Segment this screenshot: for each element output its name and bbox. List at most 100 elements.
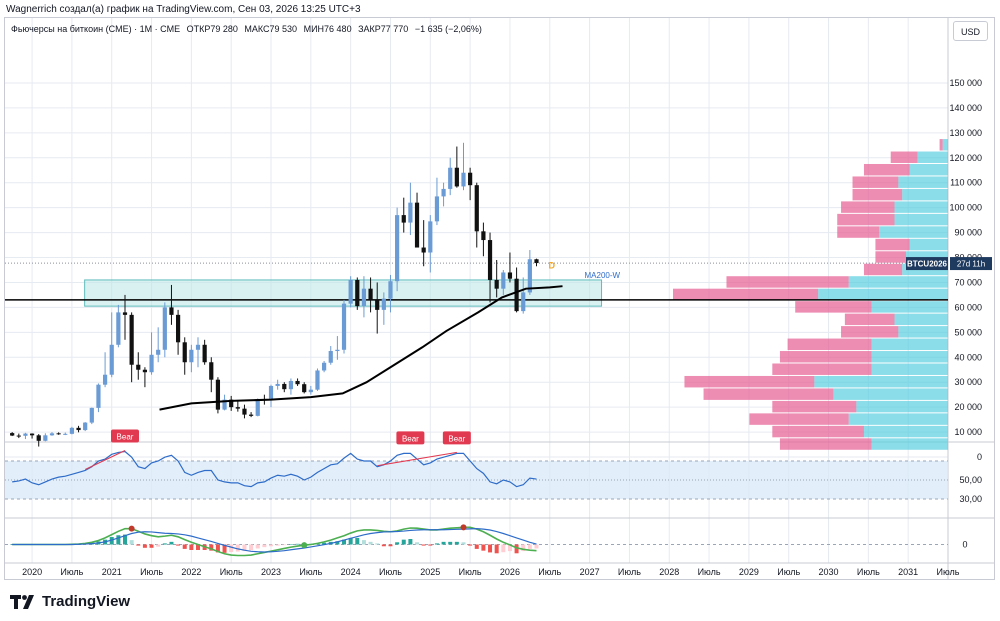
candle-body xyxy=(468,172,473,186)
volume-profile-bar-up xyxy=(894,201,948,213)
candle-body xyxy=(175,314,181,343)
macd-histogram-bar xyxy=(375,543,380,545)
macd-histogram-bar xyxy=(454,541,459,545)
bear-badge xyxy=(396,431,425,445)
candle-body xyxy=(49,433,55,436)
rsi-divergence-line xyxy=(377,451,457,467)
candle-body xyxy=(142,369,148,373)
candle-body xyxy=(361,288,367,307)
volume-profile-bar-down xyxy=(772,363,872,375)
candle-body xyxy=(29,433,35,436)
volume-profile-bar-down xyxy=(890,151,918,163)
candle-body xyxy=(36,435,41,441)
candle-body xyxy=(156,349,161,355)
candle-body xyxy=(275,383,280,386)
volume-profile-bar-up xyxy=(917,151,948,163)
macd-histogram-bar xyxy=(395,542,400,545)
macd-histogram-bar xyxy=(361,540,366,545)
time-axis-label: Июль xyxy=(538,567,561,577)
macd-histogram-bar xyxy=(196,544,201,550)
time-axis-label: 2030 xyxy=(819,567,839,577)
price-tick-label: 0 xyxy=(977,452,982,462)
macd-histogram-bar xyxy=(288,544,293,545)
candle-body xyxy=(474,185,479,232)
time-axis-label: Июль xyxy=(140,567,163,577)
macd-histogram-bar xyxy=(269,544,274,547)
volume-profile-bar-up xyxy=(898,326,948,338)
macd-histogram-bar xyxy=(501,544,506,553)
price-tag-countdown: 27d 11h xyxy=(957,260,985,269)
chart-frame[interactable]: MA200-W D 150 000 140 000 130 000 120 000 110 … xyxy=(4,17,995,580)
candle-body xyxy=(288,380,294,390)
tradingview-logo: TradingView xyxy=(10,593,130,610)
volume-profile-bar-up xyxy=(814,375,948,388)
price-tag-symbol-box xyxy=(906,257,948,271)
candle-body xyxy=(162,307,167,350)
attribution-text: Wagnerrich создал(а) график на TradingVi… xyxy=(6,4,361,15)
volume-profile-bar-down xyxy=(841,326,899,338)
macd-cross-dot xyxy=(460,524,467,531)
volume-profile-bar-down xyxy=(863,263,903,276)
volume-profile-bar-down xyxy=(852,188,903,201)
candle-body xyxy=(461,172,466,187)
macd-histogram-bar xyxy=(481,544,486,551)
macd-histogram-bar xyxy=(474,544,479,549)
time-axis-label: Июль xyxy=(299,567,322,577)
rsi-tick-label: 50,00 xyxy=(959,475,982,485)
macd-histogram-bar xyxy=(235,544,240,552)
candle-body xyxy=(149,354,154,373)
macd-histogram-bar xyxy=(169,541,174,545)
time-axis-label: Июль xyxy=(777,567,800,577)
time-axis-label: Июль xyxy=(459,567,482,577)
macd-histogram-bar xyxy=(441,541,446,545)
candle-body xyxy=(527,259,532,293)
candle-body xyxy=(434,196,440,222)
legend-change: −1 635 (−2,06%) xyxy=(414,24,482,34)
price-tick-label: 140 000 xyxy=(949,103,982,113)
price-tick-label: 50 000 xyxy=(954,327,982,337)
candle-body xyxy=(215,379,221,410)
macd-histogram-bar xyxy=(156,544,161,547)
volume-profile-bar-up xyxy=(856,400,948,413)
volume-profile-bar-up xyxy=(879,226,948,238)
price-tick-label: 40 000 xyxy=(954,352,982,362)
macd-histogram-bar xyxy=(322,542,327,545)
currency-button[interactable]: USD xyxy=(953,21,988,41)
candle-body xyxy=(229,399,234,408)
candle-body xyxy=(209,362,214,380)
macd-histogram-bar xyxy=(136,544,141,546)
candle-body xyxy=(341,303,347,350)
volume-profile-bar-down xyxy=(779,351,872,363)
candle-body xyxy=(23,433,28,436)
volume-profile-bar-up xyxy=(833,388,948,400)
candle-body xyxy=(441,188,446,197)
candle-body xyxy=(534,259,539,264)
candle-body xyxy=(494,279,499,289)
macd-histogram-bar xyxy=(381,544,386,547)
volume-profile-bar-up xyxy=(898,176,948,188)
candle-body xyxy=(109,344,114,375)
volume-profile-bar-down xyxy=(749,413,849,425)
time-axis-label: 2020 xyxy=(22,567,42,577)
candle-body xyxy=(501,272,506,289)
bear-badge xyxy=(442,431,471,445)
candle-body xyxy=(408,202,413,223)
candle-body xyxy=(268,385,274,400)
candle-body xyxy=(295,380,300,385)
symbol-legend: Фьючерсы на биткоин (CME) · 1M · CME ОТК… xyxy=(11,24,486,34)
legend-close: ЗАКР77 770 xyxy=(358,24,409,34)
divergence-marker: D xyxy=(548,261,555,271)
volume-profile-bar-down xyxy=(837,213,895,226)
volume-profile-bar-down xyxy=(837,226,880,238)
time-axis-label: Июль xyxy=(618,567,641,577)
volume-profile-bar-down xyxy=(875,251,906,263)
volume-profile-bar-up xyxy=(909,238,948,251)
candle-body xyxy=(335,349,340,352)
macd-zero-label: 0 xyxy=(962,540,967,550)
candle-body xyxy=(10,433,15,436)
volume-profile-bar-down xyxy=(684,375,815,388)
volume-profile-bar-up xyxy=(871,351,948,363)
macd-cross-dot xyxy=(301,542,308,549)
chart-canvas[interactable]: MA200-W D 150 000 140 000 130 000 120 000 110 … xyxy=(5,18,995,580)
candle-body xyxy=(89,407,94,423)
